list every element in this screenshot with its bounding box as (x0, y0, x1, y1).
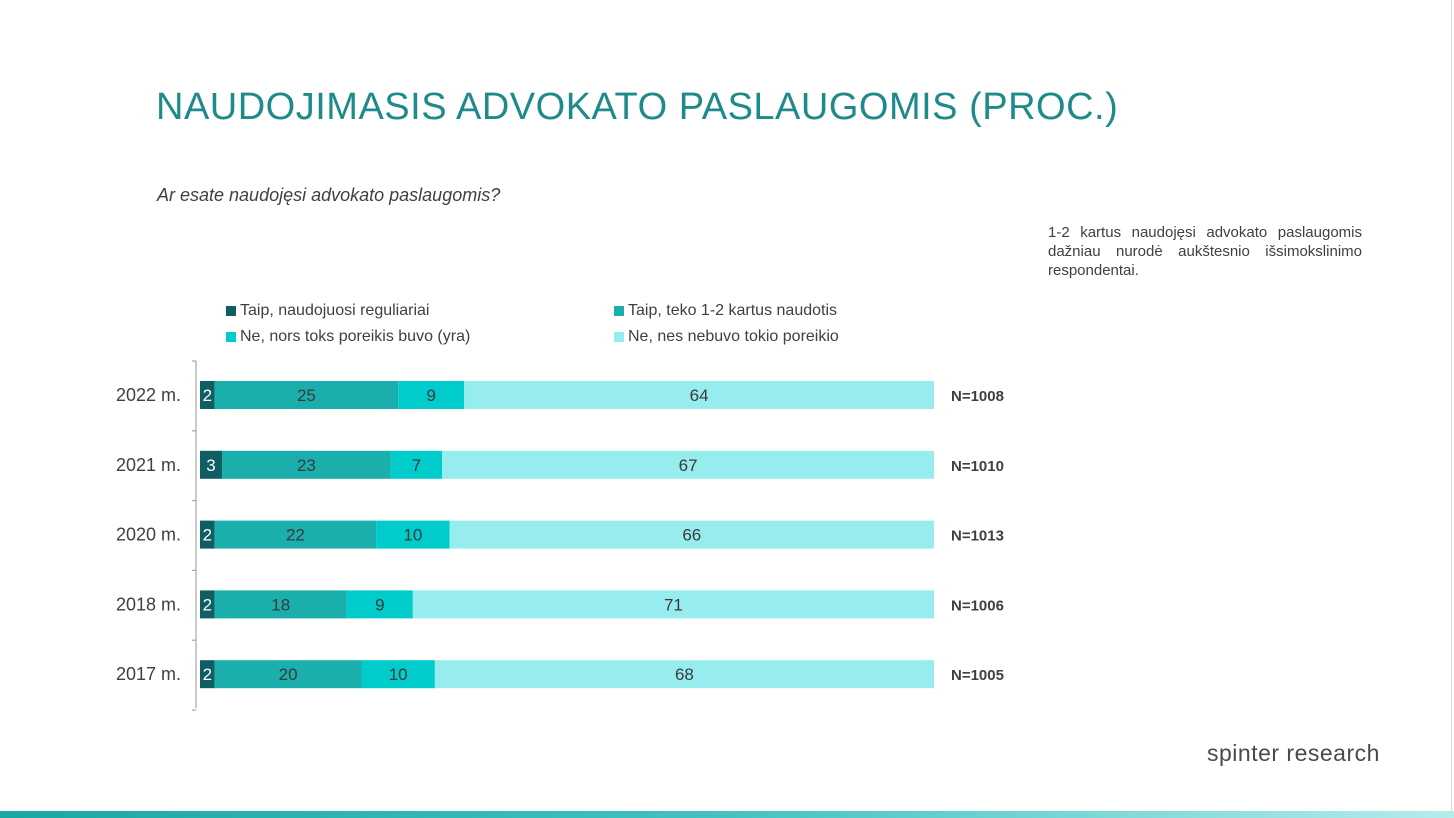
bar-segment (412, 590, 934, 619)
spinter-research-logo: spinter research (1207, 740, 1380, 766)
survey-question: Ar esate naudojęsi advokato paslaugomis? (157, 185, 501, 205)
data-label: 71 (664, 595, 683, 614)
data-label: 2 (203, 526, 212, 545)
bar-segment (200, 590, 215, 619)
slide-edge-line (1451, 0, 1452, 818)
bar-segment (222, 450, 391, 479)
legend-label: Ne, nes nebuvo tokio poreikio (628, 328, 839, 345)
footer-gradient-bar (0, 811, 1454, 818)
bar-segment (434, 660, 934, 689)
data-label: 22 (286, 526, 305, 545)
legend-label: Taip, teko 1-2 kartus naudotis (628, 302, 838, 319)
category-label: 2021 m. (116, 455, 181, 475)
data-label: 10 (403, 526, 422, 545)
data-label: 68 (675, 665, 694, 684)
sample-size-label: N=1013 (951, 528, 1004, 545)
legend-item-need-existed: Ne, nors toks poreikis buvo (yra) (226, 327, 470, 347)
legend-swatch (614, 306, 624, 316)
data-label: 2 (203, 386, 212, 405)
bar-segment (214, 590, 347, 619)
legend-swatch (614, 332, 624, 342)
legend-label: Ne, nors toks poreikis buvo (yra) (240, 328, 471, 345)
sample-size-label: N=1008 (951, 388, 1004, 405)
data-label: 9 (375, 595, 384, 614)
legend-item-regular: Taip, naudojuosi reguliariai (226, 301, 429, 321)
data-label: 9 (426, 386, 435, 405)
bar-segment (214, 520, 377, 549)
legend-item-once-twice: Taip, teko 1-2 kartus naudotis (614, 301, 837, 321)
data-label: 7 (412, 456, 421, 475)
sample-size-label: N=1006 (951, 597, 1004, 614)
category-label: 2018 m. (116, 594, 181, 614)
bar-segment (200, 660, 215, 689)
bar-segment (376, 520, 450, 549)
bar-segment (214, 660, 362, 689)
data-label: 66 (682, 526, 701, 545)
sample-size-label: N=1010 (951, 458, 1004, 475)
category-label: 2020 m. (116, 525, 181, 545)
data-label: 20 (279, 665, 298, 684)
data-label: 64 (690, 386, 709, 405)
data-label: 25 (297, 386, 316, 405)
bar-segment (214, 381, 399, 409)
bar-segment (398, 381, 465, 409)
legend-item-no-need: Ne, nes nebuvo tokio poreikio (614, 327, 839, 347)
insight-note: 1-2 kartus naudojęsi advokato paslaugomi… (1048, 224, 1362, 279)
category-label: 2022 m. (116, 385, 181, 405)
bar-segment (442, 450, 934, 479)
data-label: 23 (297, 456, 316, 475)
data-label: 67 (679, 456, 698, 475)
category-label: 2017 m. (116, 664, 181, 684)
data-label: 18 (271, 595, 290, 614)
bar-segment (200, 381, 215, 409)
bar-segment (200, 520, 215, 549)
bar-segment (449, 520, 934, 549)
bar-segment (361, 660, 435, 689)
bar-segment (464, 381, 934, 409)
legend-swatch (226, 306, 236, 316)
data-label: 2 (203, 595, 212, 614)
data-label: 3 (206, 456, 215, 475)
sample-size-label: N=1005 (951, 667, 1004, 684)
legend-swatch (226, 332, 236, 342)
data-label: 2 (203, 665, 212, 684)
bar-segment (200, 450, 223, 479)
page-title: NAUDOJIMASIS ADVOKATO PASLAUGOMIS (PROC.… (156, 86, 1119, 128)
bar-segment (390, 450, 443, 479)
bar-segment (346, 590, 413, 619)
legend-label: Taip, naudojuosi reguliariai (240, 302, 430, 319)
data-label: 10 (389, 665, 408, 684)
